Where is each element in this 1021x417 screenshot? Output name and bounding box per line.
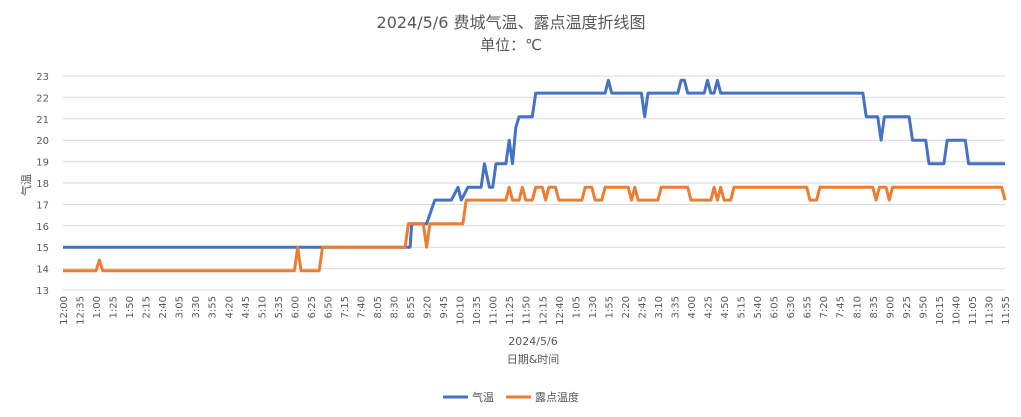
- x-tick-label: 12:35: [76, 296, 87, 325]
- series-lines: [63, 78, 1007, 273]
- x-tick-label: 9:20: [423, 296, 434, 318]
- x-tick-label: 10:15: [935, 296, 946, 325]
- x-tick-label: 4:20: [224, 296, 235, 318]
- x-tick-label: 10:10: [456, 296, 467, 325]
- x-tick-label: 8:35: [869, 296, 880, 318]
- chart-subtitle: 单位：℃: [480, 36, 542, 54]
- x-tick-label: 9:00: [885, 296, 896, 318]
- x-tick-label: 8:55: [406, 296, 417, 318]
- x-tick-label: 7:40: [356, 296, 367, 318]
- y-tick-label: 17: [36, 200, 49, 211]
- x-tick-label: 11:25: [505, 296, 516, 325]
- y-tick-label: 22: [36, 93, 49, 104]
- legend-label-dewpoint: 露点温度: [535, 390, 579, 404]
- x-tick-label: 8:05: [373, 296, 384, 318]
- x-tick-label: 1:05: [571, 296, 582, 318]
- y-tick-label: 14: [36, 265, 49, 276]
- x-tick-label: 6:55: [803, 296, 814, 318]
- x-tick-label: 12:40: [555, 296, 566, 325]
- x-tick-label: 1:25: [109, 296, 120, 318]
- x-tick-label: 6:25: [307, 296, 318, 318]
- y-tick-label: 18: [36, 179, 49, 190]
- x-tick-label: 2:20: [621, 296, 632, 318]
- x-axis-label: 日期&时间: [507, 353, 560, 366]
- y-tick-label: 23: [36, 72, 49, 83]
- x-tick-label: 3:30: [191, 296, 202, 318]
- x-axis-label-date: 2024/5/6: [508, 335, 557, 348]
- x-tick-label: 11:30: [984, 296, 995, 325]
- x-tick-label: 5:10: [257, 296, 268, 318]
- x-tick-label: 1:50: [125, 296, 136, 318]
- x-tick-label: 3:10: [654, 296, 665, 318]
- x-tick-label: 2:45: [637, 296, 648, 318]
- x-tick-label: 9:45: [439, 296, 450, 318]
- x-tick-label: 7:15: [340, 296, 351, 318]
- x-tick-label: 4:45: [241, 296, 252, 318]
- x-tick-label: 12:15: [538, 296, 549, 325]
- x-tick-label: 1:30: [588, 296, 599, 318]
- x-tick-label: 6:30: [786, 296, 797, 318]
- y-tick-label: 21: [36, 115, 49, 126]
- y-tick-labels: 13 14 15 16 17 18 19 20 21 22 23: [36, 72, 49, 297]
- x-tick-label: 11:00: [489, 296, 500, 325]
- x-tick-label: 10:35: [472, 296, 483, 325]
- x-tick-labels: 12:00 12:35 1:00 1:25 1:50 2:15 2:40 3:05 3:30 3:…: [59, 296, 1012, 325]
- x-tick-label: 4:25: [704, 296, 715, 318]
- x-tick-label: 6:05: [770, 296, 781, 318]
- x-tick-label: 5:35: [274, 296, 285, 318]
- x-tick-label: 11:50: [522, 296, 533, 325]
- y-axis-label: 气温: [19, 174, 33, 196]
- x-tick-label: 2:15: [142, 296, 153, 318]
- x-tick-label: 6:50: [323, 296, 334, 318]
- x-tick-label: 10:40: [951, 296, 962, 325]
- x-tick-label: 7:20: [819, 296, 830, 318]
- series-line-1: [63, 185, 1007, 273]
- x-tick-label: 12:00: [59, 296, 70, 325]
- x-tick-label: 7:45: [836, 296, 847, 318]
- x-tick-label: 11:55: [1001, 296, 1012, 325]
- x-tick-label: 9:25: [902, 296, 913, 318]
- y-tick-label: 16: [36, 222, 49, 233]
- y-tick-label: 13: [36, 286, 49, 297]
- x-tick-label: 4:00: [687, 296, 698, 318]
- y-tick-label: 19: [36, 158, 49, 169]
- x-tick-label: 2:40: [158, 296, 169, 318]
- y-tick-label: 20: [36, 136, 49, 147]
- chart-title: 2024/5/6 费城气温、露点温度折线图: [377, 13, 646, 32]
- x-tick-label: 1:55: [604, 296, 615, 318]
- x-tick-label: 1:00: [92, 296, 103, 318]
- x-tick-label: 8:10: [852, 296, 863, 318]
- x-tick-label: 9:50: [918, 296, 929, 318]
- x-tick-label: 3:05: [175, 296, 186, 318]
- x-tick-label: 11:05: [968, 296, 979, 325]
- legend: 气温 露点温度: [443, 390, 579, 404]
- x-tick-label: 4:50: [720, 296, 731, 318]
- x-tick-label: 5:40: [753, 296, 764, 318]
- x-tick-label: 6:00: [290, 296, 301, 318]
- x-tick-label: 8:30: [390, 296, 401, 318]
- series-line-0: [63, 78, 1005, 249]
- y-tick-label: 15: [36, 243, 49, 254]
- x-tick-label: 5:15: [737, 296, 748, 318]
- legend-label-temp: 气温: [472, 390, 494, 404]
- x-tick-label: 3:55: [208, 296, 219, 318]
- x-tick-label: 3:35: [670, 296, 681, 318]
